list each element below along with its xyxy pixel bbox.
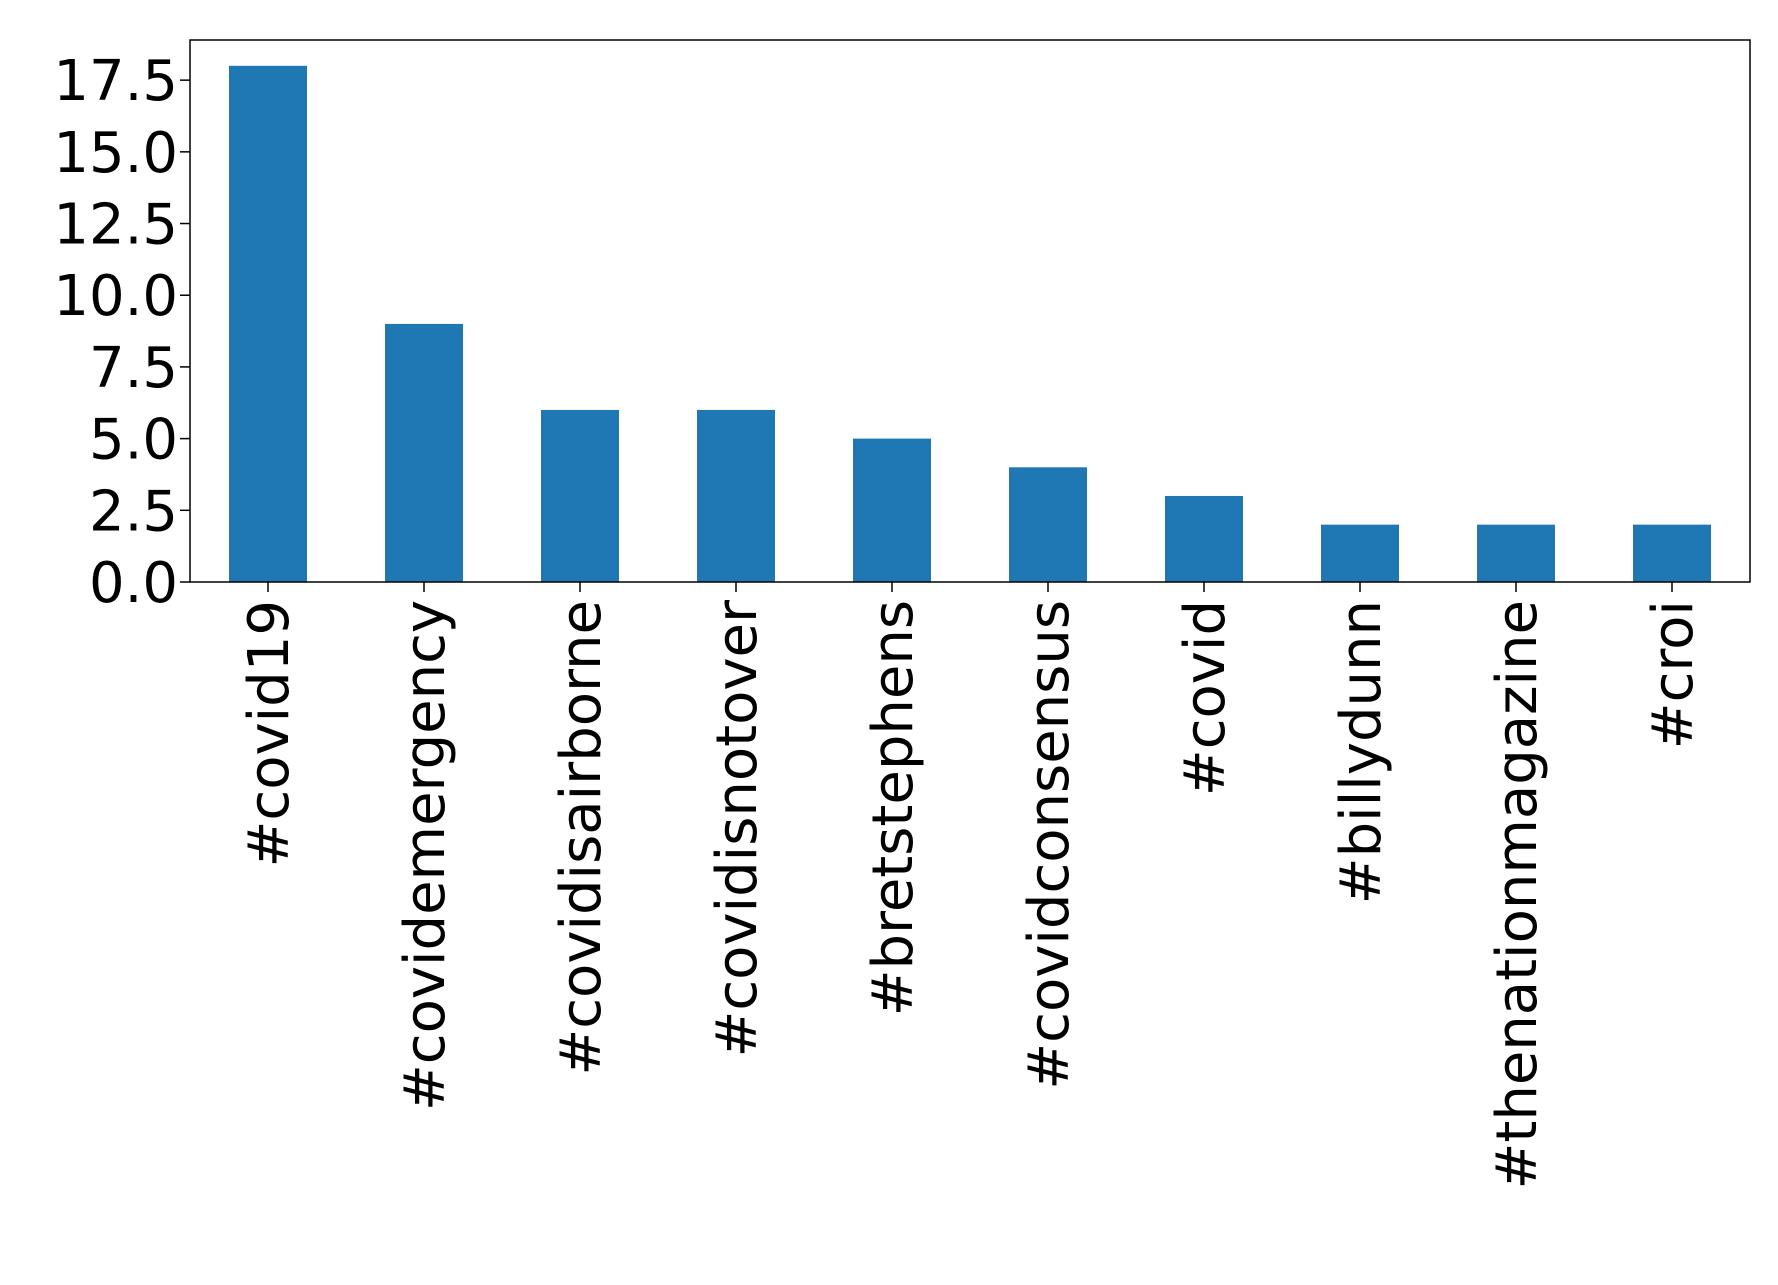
y-tick-label-6: 15.0 [53, 121, 178, 186]
x-tick-label-4: #bretstephens [861, 600, 926, 1016]
x-tick-label-6: #covid [1173, 600, 1238, 796]
bars-group [229, 65, 1711, 583]
bar-2 [541, 409, 619, 582]
y-tick-label-7: 17.5 [53, 49, 178, 114]
bar-0 [229, 65, 307, 583]
bar-7 [1321, 524, 1399, 582]
x-tick-label-0: #covid19 [237, 600, 302, 867]
bar-9 [1633, 524, 1711, 582]
bar-1 [385, 323, 463, 582]
bar-6 [1165, 495, 1243, 582]
plot-frame [189, 39, 1751, 583]
y-tick-label-5: 12.5 [53, 193, 178, 258]
y-tick-label-0: 0.0 [89, 551, 178, 616]
x-tick-label-5: #covidconsensus [1017, 600, 1082, 1090]
x-tick-label-2: #covidisairborne [549, 600, 614, 1076]
y-tick-label-3: 7.5 [89, 336, 178, 401]
bar-8 [1477, 524, 1555, 582]
y-tick-label-2: 5.0 [89, 408, 178, 473]
x-tick-label-7: #billydunn [1329, 600, 1394, 904]
bar-5 [1009, 467, 1087, 582]
y-tick-label-1: 2.5 [89, 479, 178, 544]
x-tick-label-3: #covidisnotover [705, 599, 770, 1058]
bar-3 [697, 409, 775, 582]
bar-4 [853, 438, 931, 582]
x-tick-label-9: #croi [1641, 600, 1706, 749]
x-tick-label-1: #covidemergency [393, 600, 458, 1111]
y-tick-label-4: 10.0 [53, 264, 178, 329]
x-axis: #covid19 #covidemergency #covidisairborne #… [237, 582, 1706, 1190]
x-tick-label-8: #thenationmagazine [1485, 600, 1550, 1190]
y-axis: 0.0 2.55.0 7.5 10.012.5 15.0 17.5 [53, 49, 190, 616]
